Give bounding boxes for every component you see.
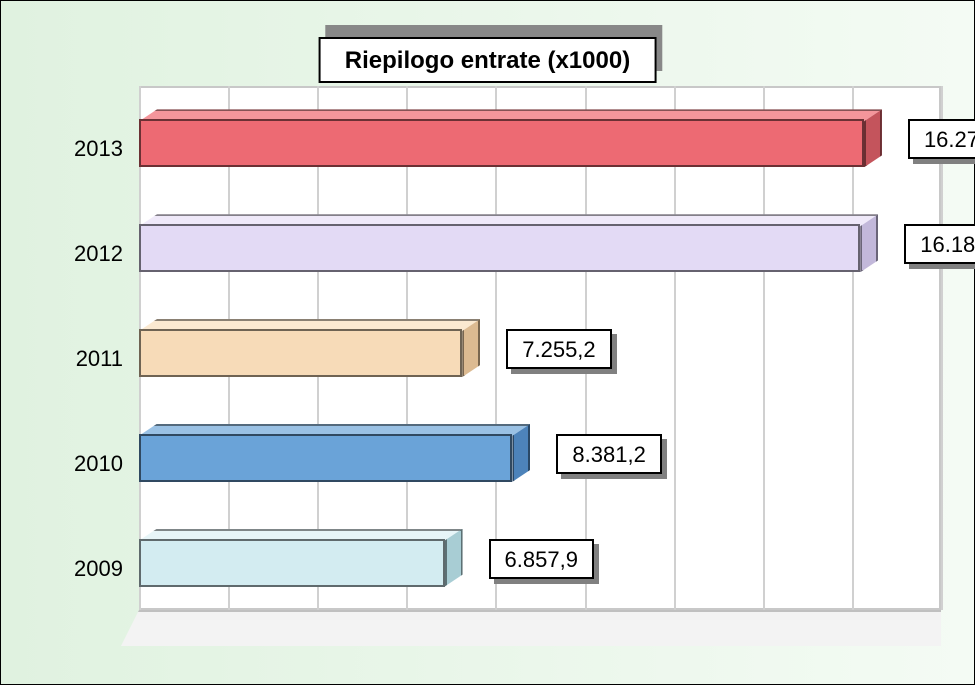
chart-title-box: Riepilogo entrate (x1000) (319, 19, 656, 65)
y-axis-label: 2009 (74, 556, 123, 582)
value-label-box: 8.381,2 (556, 434, 661, 474)
gridline (941, 86, 943, 610)
value-label-box: 6.857,9 (489, 539, 594, 579)
chart-title: Riepilogo entrate (x1000) (345, 47, 630, 74)
plot-area: 201316.270,7201216.187,620117.255,220108… (121, 86, 941, 646)
bar (139, 529, 445, 587)
value-label: 6.857,9 (489, 539, 594, 579)
y-axis-label: 2010 (74, 451, 123, 477)
bar (139, 424, 512, 482)
value-label: 16.270,7 (908, 119, 975, 159)
value-label: 7.255,2 (506, 329, 611, 369)
chart-frame: Riepilogo entrate (x1000) 201316.270,720… (0, 0, 975, 685)
y-axis-label: 2011 (76, 346, 123, 372)
bars-container: 201316.270,7201216.187,620117.255,220108… (139, 86, 941, 610)
bar (139, 109, 864, 167)
bar-front-face (139, 329, 462, 377)
floor (121, 610, 941, 646)
value-label-box: 16.187,6 (904, 224, 975, 264)
value-label: 8.381,2 (556, 434, 661, 474)
y-axis-label: 2012 (74, 241, 123, 267)
bar-front-face (139, 539, 445, 587)
bar-front-face (139, 434, 512, 482)
y-axis-label: 2013 (74, 136, 123, 162)
bar (139, 319, 462, 377)
value-label: 16.187,6 (904, 224, 975, 264)
value-label-box: 7.255,2 (506, 329, 611, 369)
bar (139, 214, 860, 272)
bar-front-face (139, 119, 864, 167)
value-label-box: 16.270,7 (908, 119, 975, 159)
bar-front-face (139, 224, 860, 272)
